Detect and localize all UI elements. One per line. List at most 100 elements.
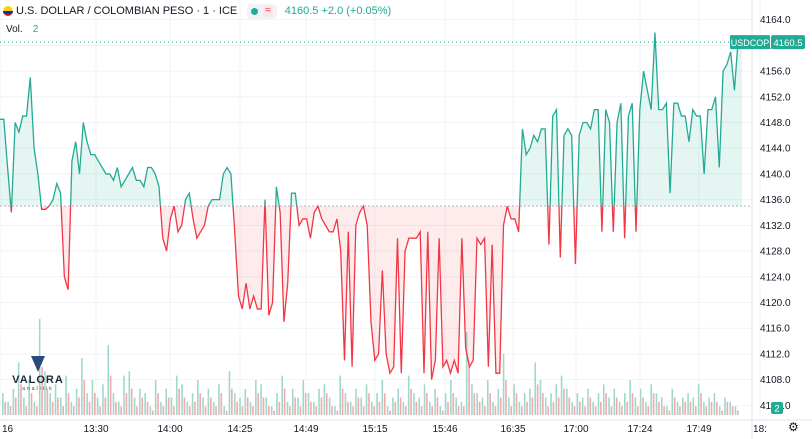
volume-bar-up [392, 397, 394, 415]
volume-bar-down [663, 406, 665, 415]
x-tick-label: 16 [2, 424, 14, 435]
volume-bar-down [547, 406, 549, 415]
volume-bar-up [139, 388, 141, 415]
y-tick-label: 4152.0 [760, 92, 791, 103]
volume-bar-up [175, 375, 178, 415]
volume-bar-up [402, 401, 405, 415]
volume-bar-up [724, 397, 726, 415]
volume-bar-down [394, 401, 397, 415]
symbol-title[interactable]: U.S. DOLLAR / COLOMBIAN PESO · 1 · ICE [16, 5, 238, 17]
volume-bar-up [59, 397, 62, 415]
volume-bar-up [571, 401, 573, 415]
volume-bar-down [410, 388, 412, 415]
volume-bar-down [252, 406, 254, 415]
volume-bar-down [36, 406, 38, 415]
volume-bar-up [276, 393, 278, 415]
volume-bar-up [265, 397, 268, 415]
volume-bar-down [531, 397, 534, 415]
volume-bar-up [133, 397, 136, 415]
x-tick-label: 18: [753, 424, 767, 435]
volume-bar-up [518, 401, 521, 415]
volume-bar-up [455, 397, 457, 415]
volume-bar-down [526, 401, 528, 415]
volume-bar-down [225, 410, 228, 415]
volume-bar-down [505, 380, 507, 415]
volume-legend[interactable]: Vol. 2 [6, 24, 38, 35]
volume-bar-up [228, 371, 231, 415]
y-tick-label: 4116.0 [760, 324, 790, 335]
volume-bar-down [573, 406, 576, 415]
volume-bar-down [499, 397, 502, 415]
volume-bar-down [694, 406, 697, 415]
volume-bar-down [383, 393, 386, 415]
volume-bar-up [381, 380, 384, 415]
volume-bar-down [94, 393, 96, 415]
volume-bar-up [544, 397, 547, 415]
volume-bar-up [33, 401, 36, 415]
y-tick-label: 4120.0 [760, 298, 791, 309]
volume-bar-down [283, 388, 286, 415]
volume-bar-down [705, 406, 708, 415]
volume-bar-up [418, 397, 421, 415]
volume-bar-down [262, 397, 265, 415]
volume-badge-label: 2 [774, 404, 779, 415]
volume-bar-down [188, 406, 191, 415]
volume-bar-down [389, 410, 391, 415]
volume-bar-up [355, 388, 357, 415]
volume-bar-down [304, 393, 307, 415]
volume-bar-up [602, 384, 605, 415]
volume-bar-up [676, 401, 679, 415]
x-tick-label: 16:35 [500, 424, 525, 435]
volume-bar-down [157, 393, 159, 415]
volume-bar-down [557, 397, 560, 415]
volume-bar-up [497, 388, 500, 415]
volume-bar-down [246, 397, 249, 415]
volume-bar-down [362, 406, 365, 415]
volume-bar-down [405, 406, 407, 415]
y-tick-label: 4128.0 [760, 247, 791, 258]
volume-bar-down [289, 406, 291, 415]
volume-bar-down [415, 401, 418, 415]
volume-label: Vol. [6, 24, 23, 35]
y-tick-label: 4108.0 [760, 375, 791, 386]
volume-bar-up [328, 397, 331, 415]
volume-bar-down [352, 406, 354, 415]
volume-bar-up [117, 401, 120, 415]
volume-bar-up [270, 406, 273, 415]
volume-bar-up [233, 393, 236, 415]
volume-bar-up [492, 401, 494, 415]
volume-bar-down [130, 388, 133, 415]
volume-bar-down [731, 406, 734, 415]
volume-bar-down [62, 406, 64, 415]
volume-bar-down [241, 406, 244, 415]
volume-bar-up [186, 401, 189, 415]
volume-bar-up [149, 406, 152, 415]
wave-icon: ≈ [263, 5, 273, 17]
volume-bar-down [25, 406, 28, 415]
gear-icon[interactable]: ⚙ [788, 420, 799, 434]
volume-bar-up [75, 388, 78, 415]
volume-bar-up [344, 393, 347, 415]
volume-bar-down [14, 397, 17, 415]
volume-bar-down [325, 393, 328, 415]
volume-bar-down [299, 406, 302, 415]
market-open-icon [251, 7, 259, 15]
volume-bar-up [218, 384, 220, 415]
status-pill[interactable]: ≈ [247, 3, 277, 19]
volume-bar-up [560, 375, 563, 415]
volume-bar-down [658, 401, 660, 415]
y-tick-label: 4144.0 [760, 144, 791, 155]
volume-bar-down [494, 406, 497, 415]
volume-bar-down [668, 410, 671, 415]
volume-bar-up [313, 401, 315, 415]
volume-bar-up [655, 393, 658, 415]
volume-bar-down [700, 393, 702, 415]
volume-bar-down [737, 410, 739, 415]
volume-bar-up [734, 406, 737, 415]
volume-bar-up [566, 388, 568, 415]
symbol-badge-label: USDCOP [731, 38, 770, 48]
volume-bar-down [536, 384, 539, 415]
volume-bar-up [713, 393, 716, 415]
flag-icon [3, 6, 13, 16]
